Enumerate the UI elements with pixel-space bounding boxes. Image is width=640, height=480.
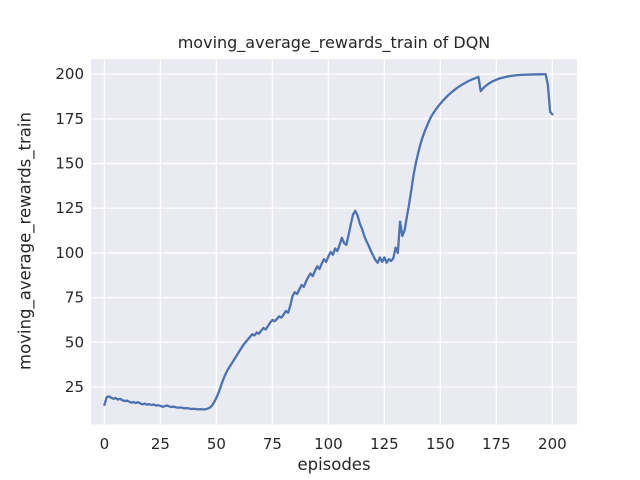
x-tick-label: 175 [482, 435, 511, 453]
y-tick-label: 75 [65, 289, 84, 307]
y-tick-label: 150 [55, 155, 84, 173]
data-line-moving_average_rewards_train [103, 73, 554, 411]
x-tick-label: 125 [370, 435, 399, 453]
x-tick-label: 50 [207, 435, 226, 453]
x-tick-label: 75 [263, 435, 282, 453]
y-tick-label: 50 [65, 333, 84, 351]
y-tick-label: 200 [55, 65, 84, 83]
x-tick-label: 150 [426, 435, 455, 453]
y-tick-label: 125 [55, 199, 84, 217]
y-tick-label: 100 [55, 244, 84, 262]
x-tick-label: 25 [151, 435, 170, 453]
x-tick-label: 0 [100, 435, 110, 453]
y-axis-label: moving_average_rewards_train [15, 112, 35, 370]
x-tick-label: 100 [314, 435, 343, 453]
x-axis-label: episodes [297, 455, 371, 474]
y-tick-label: 25 [65, 378, 84, 396]
chart-title: moving_average_rewards_train of DQN [177, 33, 491, 52]
y-tick-label: 175 [55, 110, 84, 128]
x-tick-label: 200 [538, 435, 567, 453]
plot-area [91, 59, 577, 425]
